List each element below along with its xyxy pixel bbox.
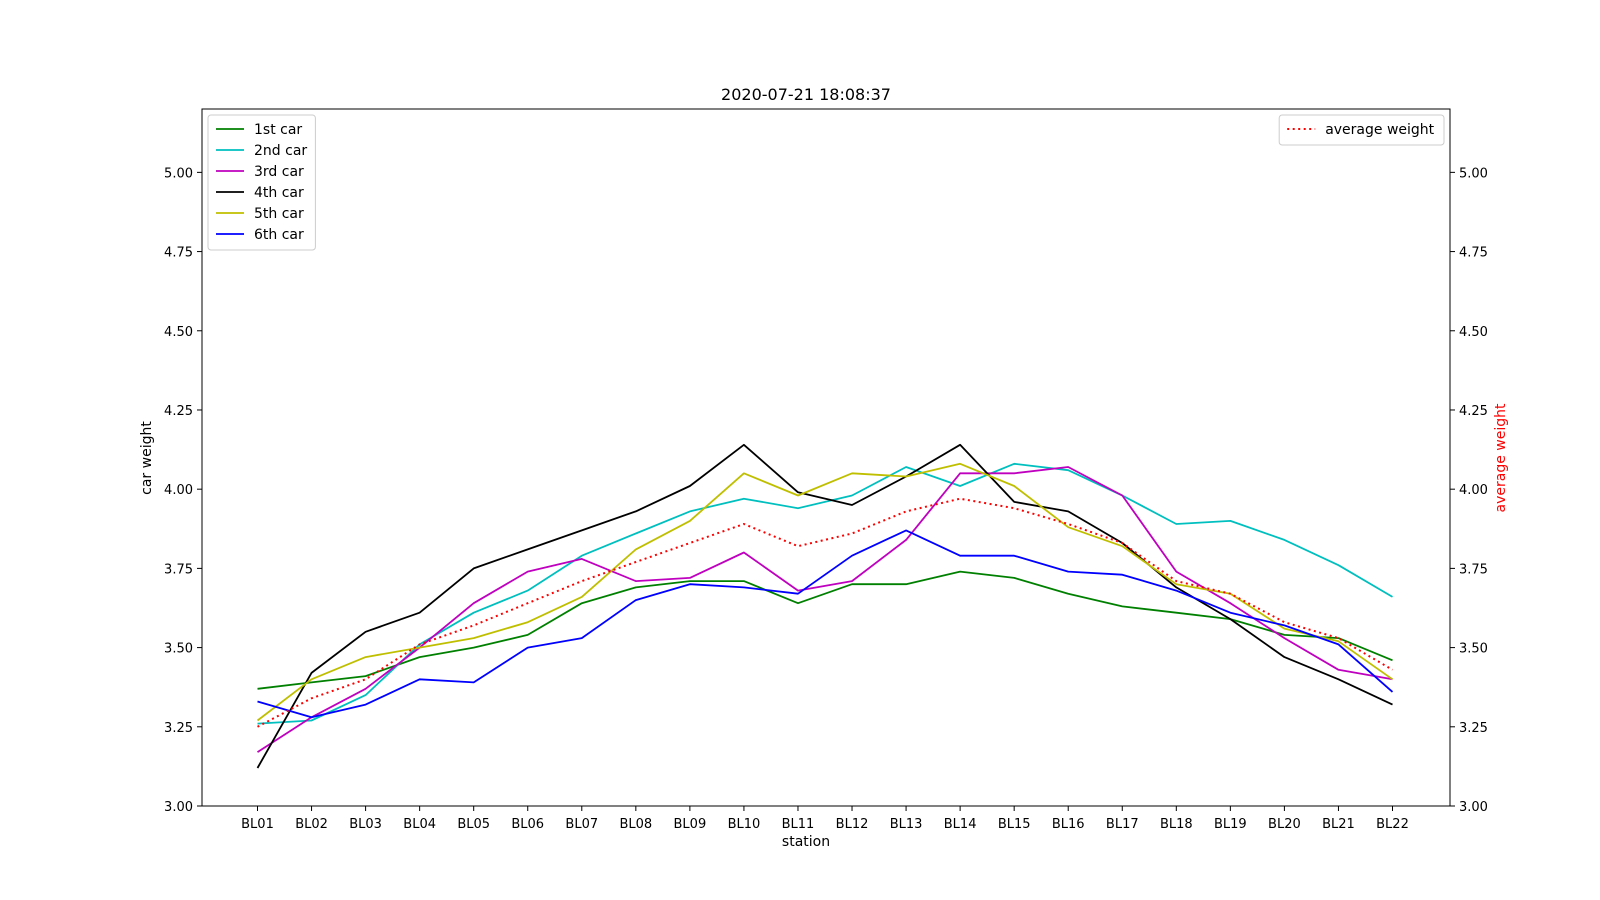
series-line-6th-car — [257, 529, 1394, 719]
x-tick-label: BL22 — [1376, 817, 1409, 832]
x-tick-label: BL17 — [1106, 817, 1139, 832]
plot-area: BL01 BL02 BL03 BL04 BL05 BL06 BL07 BL08 BL09 BL10… — [164, 108, 1488, 832]
legend-label: average weight — [1325, 122, 1434, 138]
series-line-2nd-car — [257, 462, 1393, 725]
x-tick-label: BL15 — [998, 817, 1031, 832]
y-tick-label: 3.25 — [164, 721, 193, 736]
x-tick-label: BL02 — [295, 817, 328, 832]
y2-tick-label: 4.50 — [1459, 325, 1488, 340]
x-axis-label: station — [782, 834, 830, 850]
x-tick-label: BL14 — [944, 817, 977, 832]
y2-tick-label: 4.25 — [1459, 404, 1488, 419]
y-tick-label: 4.50 — [164, 325, 193, 340]
series-line-average-weight — [257, 497, 1394, 728]
legend-label: 6th car — [254, 227, 304, 243]
y-axis-label: car weight — [139, 421, 155, 495]
legend-cars: 1st car 2nd car 3rd car 4th car 5th car 6th c… — [207, 114, 316, 251]
y-tick-label: 4.75 — [164, 246, 193, 261]
x-tick-label: BL12 — [836, 817, 869, 832]
legend-label: 5th car — [254, 206, 304, 222]
x-tick-label: BL10 — [728, 817, 761, 832]
y-tick-label: 3.00 — [164, 800, 193, 815]
axes-frame — [201, 108, 1451, 807]
legend-label: 2nd car — [254, 143, 307, 159]
legend-box — [207, 114, 316, 251]
x-tick-label: BL01 — [241, 817, 274, 832]
x-tick-label: BL13 — [890, 817, 923, 832]
x-tick-label: BL09 — [674, 817, 707, 832]
legend-box — [1278, 114, 1445, 146]
y2-tick-label: 4.00 — [1459, 483, 1488, 498]
series-line-4th-car — [256, 443, 1393, 769]
series-line-5th-car — [256, 462, 1394, 722]
x-tick-label: BL19 — [1214, 817, 1247, 832]
y2-tick-label: 3.50 — [1459, 642, 1488, 657]
x-tick-label: BL06 — [511, 817, 544, 832]
y2-tick-label: 5.00 — [1459, 166, 1488, 181]
y2-tick-label: 4.75 — [1459, 246, 1488, 261]
y-tick-label: 3.75 — [164, 562, 193, 577]
x-tick-label: BL07 — [565, 817, 598, 832]
x-tick-label: BL03 — [349, 817, 382, 832]
x-tick-label: BL04 — [403, 817, 436, 832]
y2-tick-label: 3.25 — [1459, 721, 1488, 736]
x-tick-label: BL18 — [1160, 817, 1193, 832]
y2-axis-label: average weight — [1493, 403, 1509, 512]
y2-tick-label: 3.75 — [1459, 562, 1488, 577]
legend-label: 1st car — [254, 122, 302, 138]
x-tick-label: BL08 — [619, 817, 652, 832]
y-tick-label: 4.25 — [164, 404, 193, 419]
y2-tick-label: 3.00 — [1459, 800, 1488, 815]
chart-title: 2020-07-21 18:08:37 — [721, 85, 891, 104]
y-tick-label: 3.50 — [164, 642, 193, 657]
legend-average: average weight — [1278, 114, 1445, 146]
legend-label: 3rd car — [254, 164, 304, 180]
series-line-1st-car — [257, 570, 1393, 690]
y-tick-label: 5.00 — [164, 166, 193, 181]
x-tick-label: BL11 — [782, 817, 815, 832]
legend-label: 4th car — [254, 185, 304, 201]
x-tick-label: BL21 — [1322, 817, 1355, 832]
x-tick-label: BL16 — [1052, 817, 1085, 832]
y-tick-label: 4.00 — [164, 483, 193, 498]
x-tick-label: BL05 — [457, 817, 490, 832]
x-tick-label: BL20 — [1268, 817, 1301, 832]
